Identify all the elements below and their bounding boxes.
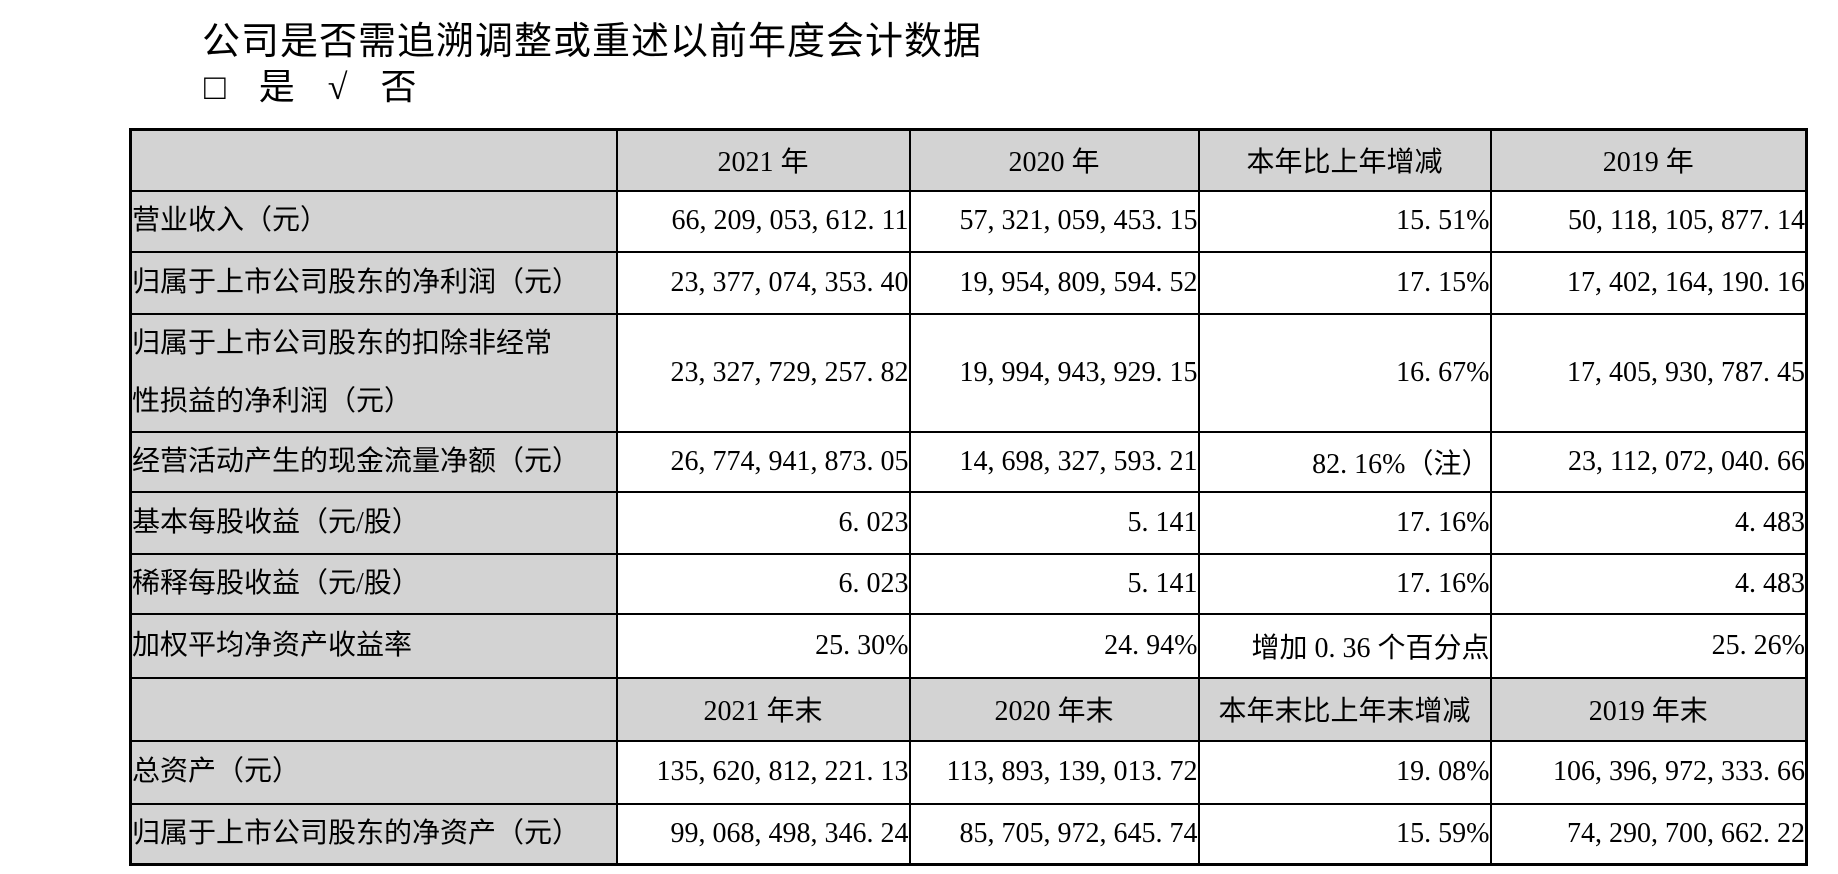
value-change: 16. 67% xyxy=(1197,312,1492,433)
col-header-2020: 2020 年 xyxy=(908,128,1200,192)
row-label: 归属于上市公司股东的净利润（元） xyxy=(129,250,618,315)
checkmark-icon: √ xyxy=(327,67,348,107)
value-change: 15. 51% xyxy=(1197,189,1492,253)
table-row: 归属于上市公司股东的扣除非经常 性损益的净利润（元） 23, 327, 729,… xyxy=(129,312,1808,433)
value-change: 17. 15% xyxy=(1197,250,1492,315)
option-yes-label: 是 xyxy=(258,67,295,107)
row-label: 总资产（元） xyxy=(129,739,618,805)
col-header-2021: 2021 年 xyxy=(615,128,911,192)
value-2020: 57, 321, 059, 453. 15 xyxy=(908,189,1200,253)
col-header-2019: 2019 年 xyxy=(1489,128,1808,192)
value-change: 82. 16%（注） xyxy=(1197,430,1492,493)
table-row: 经营活动产生的现金流量净额（元） 26, 774, 941, 873. 05 1… xyxy=(129,430,1808,493)
table-row: 基本每股收益（元/股） 6. 023 5. 141 17. 16% 4. 483 xyxy=(129,490,1808,555)
value-2021: 99, 068, 498, 346. 24 xyxy=(615,802,911,865)
value-change: 15. 59% xyxy=(1197,802,1492,865)
col-header-change: 本年比上年增减 xyxy=(1197,128,1492,192)
value-2019: 25. 26% xyxy=(1489,612,1808,679)
table-row: 总资产（元） 135, 620, 812, 221. 13 113, 893, … xyxy=(129,739,1808,805)
col-header-2020-end: 2020 年末 xyxy=(908,676,1200,742)
table-row: 营业收入（元） 66, 209, 053, 612. 11 57, 321, 0… xyxy=(129,189,1808,253)
value-2020: 5. 141 xyxy=(908,490,1200,555)
table-header-row-yearend: 2021 年末 2020 年末 本年末比上年末增减 2019 年末 xyxy=(129,676,1808,742)
row-label: 归属于上市公司股东的扣除非经常 性损益的净利润（元） xyxy=(129,312,618,433)
option-no-label: 否 xyxy=(380,67,417,107)
value-2021: 23, 327, 729, 257. 82 xyxy=(615,312,911,433)
value-change: 19. 08% xyxy=(1197,739,1492,805)
table-row: 稀释每股收益（元/股） 6. 023 5. 141 17. 16% 4. 483 xyxy=(129,552,1808,615)
table-row: 归属于上市公司股东的净资产（元） 99, 068, 498, 346. 24 8… xyxy=(129,802,1808,865)
value-2021: 66, 209, 053, 612. 11 xyxy=(615,189,911,253)
value-2019: 17, 402, 164, 190. 16 xyxy=(1489,250,1808,315)
checkbox-unchecked-icon: □ xyxy=(204,67,226,107)
value-2019: 4. 483 xyxy=(1489,490,1808,555)
value-2020: 113, 893, 139, 013. 72 xyxy=(908,739,1200,805)
value-2019: 17, 405, 930, 787. 45 xyxy=(1489,312,1808,433)
row-label: 加权平均净资产收益率 xyxy=(129,612,618,679)
value-2020: 5. 141 xyxy=(908,552,1200,615)
value-2019: 23, 112, 072, 040. 66 xyxy=(1489,430,1808,493)
table-header-row-annual: 2021 年 2020 年 本年比上年增减 2019 年 xyxy=(129,128,1808,192)
value-2021: 25. 30% xyxy=(615,612,911,679)
value-2020: 85, 705, 972, 645. 74 xyxy=(908,802,1200,865)
financial-summary-table: 2021 年 2020 年 本年比上年增减 2019 年 营业收入（元） 66,… xyxy=(129,128,1808,866)
value-change: 17. 16% xyxy=(1197,490,1492,555)
col-header-2021-end: 2021 年末 xyxy=(615,676,911,742)
col-header-blank xyxy=(129,676,618,742)
row-label: 经营活动产生的现金流量净额（元） xyxy=(129,430,618,493)
value-2019: 74, 290, 700, 662. 22 xyxy=(1489,802,1808,865)
table-row: 归属于上市公司股东的净利润（元） 23, 377, 074, 353. 40 1… xyxy=(129,250,1808,315)
value-2020: 14, 698, 327, 593. 21 xyxy=(908,430,1200,493)
table-row: 加权平均净资产收益率 25. 30% 24. 94% 增加 0. 36 个百分点… xyxy=(129,612,1808,679)
row-label: 归属于上市公司股东的净资产（元） xyxy=(129,802,618,865)
question-text: 公司是否需追溯调整或重述以前年度会计数据 xyxy=(202,21,983,63)
value-2021: 6. 023 xyxy=(615,490,911,555)
col-header-blank xyxy=(129,128,618,192)
value-2021: 23, 377, 074, 353. 40 xyxy=(615,250,911,315)
row-label: 营业收入（元） xyxy=(129,189,618,253)
yes-no-options: □ 是 √ 否 xyxy=(204,58,441,110)
value-2019: 4. 483 xyxy=(1489,552,1808,615)
value-change: 增加 0. 36 个百分点 xyxy=(1197,612,1492,679)
value-2020: 19, 954, 809, 594. 52 xyxy=(908,250,1200,315)
col-header-2019-end: 2019 年末 xyxy=(1489,676,1808,742)
value-2021: 26, 774, 941, 873. 05 xyxy=(615,430,911,493)
col-header-change-end: 本年末比上年末增减 xyxy=(1197,676,1492,742)
row-label: 基本每股收益（元/股） xyxy=(129,490,618,555)
value-2019: 50, 118, 105, 877. 14 xyxy=(1489,189,1808,253)
value-change: 17. 16% xyxy=(1197,552,1492,615)
value-2019: 106, 396, 972, 333. 66 xyxy=(1489,739,1808,805)
row-label: 稀释每股收益（元/股） xyxy=(129,552,618,615)
value-2020: 24. 94% xyxy=(908,612,1200,679)
value-2020: 19, 994, 943, 929. 15 xyxy=(908,312,1200,433)
value-2021: 6. 023 xyxy=(615,552,911,615)
value-2021: 135, 620, 812, 221. 13 xyxy=(615,739,911,805)
